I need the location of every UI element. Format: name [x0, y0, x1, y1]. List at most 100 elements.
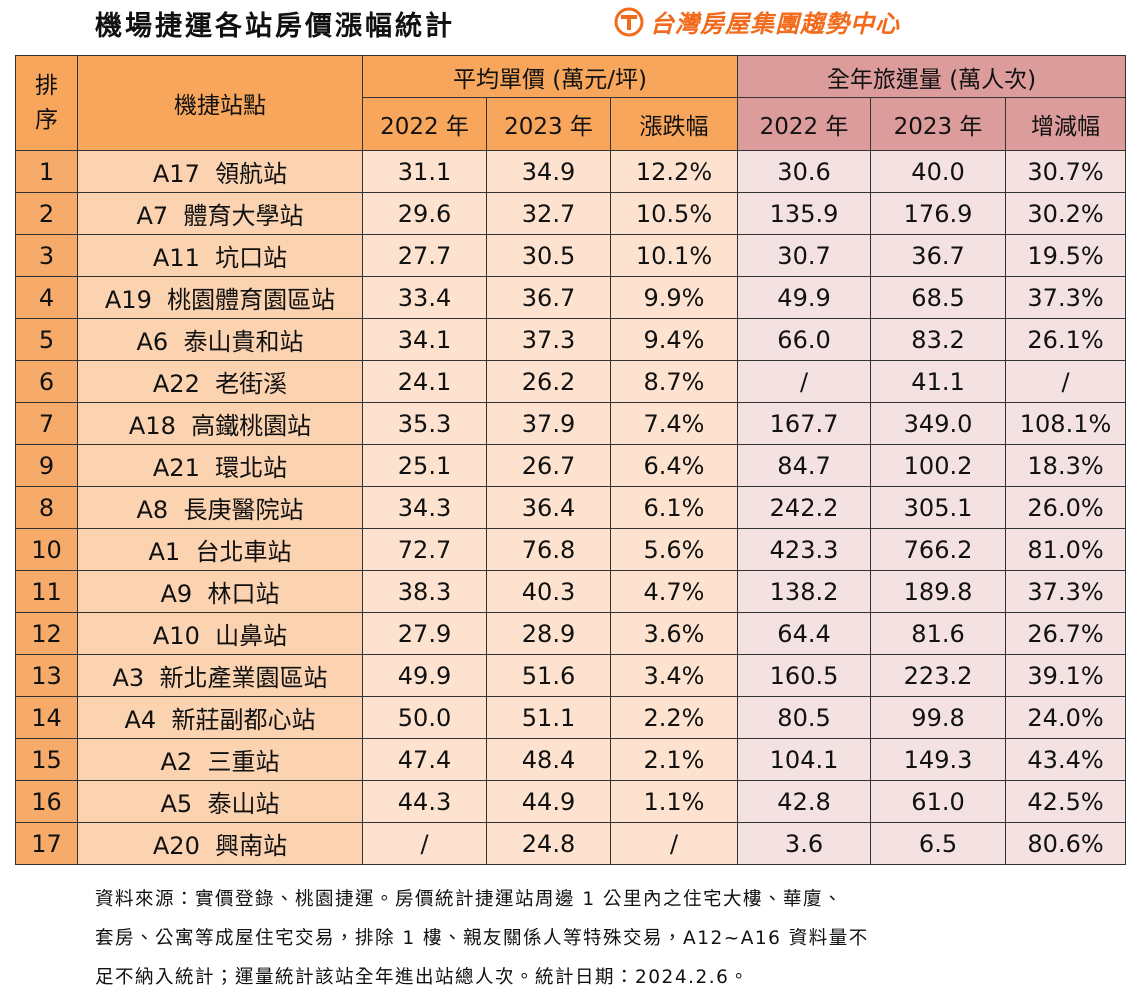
change-cell: 37.3%: [1005, 276, 1127, 319]
volume-cell: 149.3: [870, 738, 1007, 781]
price-cell: 26.7: [486, 444, 611, 487]
change-cell: /: [609, 822, 739, 865]
data-table: 排序 機捷站點 平均單價 (萬元/坪) 全年旅運量 (萬人次) 2022 年 20…: [15, 55, 1127, 865]
change-cell: 26.0%: [1005, 486, 1127, 529]
station-cell: A20 興南站: [77, 822, 363, 865]
change-cell: 10.5%: [609, 192, 739, 235]
table-row: 7 A18 高鐵桃園站 35.3 37.9 7.4% 167.7 349.0 108.1%: [15, 402, 1127, 445]
footnote: 資料來源：實價登錄、桃園捷運。房價統計捷運站周邊 1 公里內之住宅大樓、華廈、套…: [95, 880, 869, 997]
change-cell: 43.4%: [1005, 738, 1127, 781]
change-cell: 7.4%: [609, 402, 739, 445]
table-row: 1 A17 領航站 31.1 34.9 12.2% 30.6 40.0 30.7%: [15, 150, 1127, 193]
price-cell: 24.1: [362, 360, 487, 403]
table-row: 12 A10 山鼻站 27.9 28.9 3.6% 64.4 81.6 26.7%: [15, 612, 1127, 655]
volume-cell: 176.9: [870, 192, 1007, 235]
change-cell: 5.6%: [609, 528, 739, 571]
price-cell: 51.6: [486, 654, 611, 697]
price-cell: 34.9: [486, 150, 611, 193]
volume-cell: 30.7: [737, 234, 872, 277]
change-cell: 26.7%: [1005, 612, 1127, 655]
brand-name: 台灣房屋集團趨勢中心: [650, 10, 900, 38]
price-cell: 44.9: [486, 780, 611, 823]
table-row: 17 A20 興南站/24.8/3.6 6.5 80.6%: [15, 822, 1127, 865]
station-cell: A22 老街溪: [77, 360, 363, 403]
station-cell: A17 領航站: [77, 150, 363, 193]
change-cell: 8.7%: [609, 360, 739, 403]
volume-cell: 99.8: [870, 696, 1007, 739]
volume-cell: 6.5: [870, 822, 1007, 865]
volume-cell: 68.5: [870, 276, 1007, 319]
sub-header: 2022 年: [737, 97, 872, 151]
change-cell: 2.1%: [609, 738, 739, 781]
rank-cell: 4: [15, 276, 78, 319]
table-row: 2 A7 體育大學站 29.6 32.7 10.5% 135.9 176.9 30.2%: [15, 192, 1127, 235]
rank-cell: 16: [15, 780, 78, 823]
station-cell: A8 長庚醫院站: [77, 486, 363, 529]
change-cell: 3.4%: [609, 654, 739, 697]
station-cell: A21 環北站: [77, 444, 363, 487]
table-row: 6 A22 老街溪 24.1 26.2 8.7%/41.1/: [15, 360, 1127, 403]
rank-cell: 10: [15, 528, 78, 571]
volume-cell: 242.2: [737, 486, 872, 529]
volume-cell: 189.8: [870, 570, 1007, 613]
station-cell: A3 新北產業園區站: [77, 654, 363, 697]
change-cell: 2.2%: [609, 696, 739, 739]
rank-cell: 6: [15, 360, 78, 403]
change-cell: 80.6%: [1005, 822, 1127, 865]
rank-cell: 11: [15, 570, 78, 613]
volume-cell: 64.4: [737, 612, 872, 655]
brand-logo: [614, 7, 644, 36]
volume-cell: 160.5: [737, 654, 872, 697]
change-cell: 12.2%: [609, 150, 739, 193]
price-cell: 32.7: [486, 192, 611, 235]
volume-cell: /: [737, 360, 872, 403]
volume-cell: 104.1: [737, 738, 872, 781]
table-row: 9 A21 環北站 25.1 26.7 6.4% 84.7 100.2 18.3%: [15, 444, 1127, 487]
volume-cell: 84.7: [737, 444, 872, 487]
volume-cell: 81.6: [870, 612, 1007, 655]
table-row: 3 A11 坑口站 27.7 30.5 10.1% 30.7 36.7 19.5%: [15, 234, 1127, 277]
sub-header: 漲跌幅: [609, 97, 739, 151]
sub-header: 2023 年: [486, 97, 611, 151]
station-header: 機捷站點: [77, 55, 363, 151]
price-cell: 28.9: [486, 612, 611, 655]
change-cell: 3.6%: [609, 612, 739, 655]
table-row: 8 A8 長庚醫院站 34.3 36.4 6.1% 242.2 305.1 26.0%: [15, 486, 1127, 529]
price-cell: 27.9: [362, 612, 487, 655]
footnote-line: 套房、公寓等成屋住宅交易，排除 1 樓、親友關係人等特殊交易，A12~A16 資…: [95, 928, 869, 949]
price-cell: 40.3: [486, 570, 611, 613]
footnote-line: 資料來源：實價登錄、桃園捷運。房價統計捷運站周邊 1 公里內之住宅大樓、華廈、: [95, 889, 844, 910]
rank-cell: 9: [15, 444, 78, 487]
rank-cell: 12: [15, 612, 78, 655]
change-cell: 9.4%: [609, 318, 739, 361]
price-cell: 50.0: [362, 696, 487, 739]
volume-cell: 66.0: [737, 318, 872, 361]
rank-cell: 5: [15, 318, 78, 361]
change-cell: 9.9%: [609, 276, 739, 319]
brand: 台灣房屋集團趨勢中心: [614, 4, 900, 39]
change-cell: 6.1%: [609, 486, 739, 529]
price-cell: 51.1: [486, 696, 611, 739]
price-cell: 49.9: [362, 654, 487, 697]
change-cell: 19.5%: [1005, 234, 1127, 277]
volume-cell: 349.0: [870, 402, 1007, 445]
sub-header: 增減幅: [1005, 97, 1127, 151]
price-cell: 36.7: [486, 276, 611, 319]
price-cell: 48.4: [486, 738, 611, 781]
station-cell: A1 台北車站: [77, 528, 363, 571]
table-row: 10 A1 台北車站 72.7 76.8 5.6% 423.3 766.2 81.0%: [15, 528, 1127, 571]
change-cell: 10.1%: [609, 234, 739, 277]
price-cell: 34.1: [362, 318, 487, 361]
table-row: 5 A6 泰山貴和站 34.1 37.3 9.4% 66.0 83.2 26.1%: [15, 318, 1127, 361]
volume-cell: 100.2: [870, 444, 1007, 487]
volume-cell: 30.6: [737, 150, 872, 193]
price-cell: 25.1: [362, 444, 487, 487]
rank-cell: 15: [15, 738, 78, 781]
table-row: 16 A5 泰山站 44.3 44.9 1.1% 42.8 61.0 42.5%: [15, 780, 1127, 823]
change-cell: 4.7%: [609, 570, 739, 613]
price-group-header: 平均單價 (萬元/坪): [361, 55, 739, 98]
volume-cell: 36.7: [870, 234, 1007, 277]
change-cell: 37.3%: [1005, 570, 1127, 613]
change-cell: 6.4%: [609, 444, 739, 487]
title: 機場捷運各站房價漲幅統計: [95, 11, 455, 42]
